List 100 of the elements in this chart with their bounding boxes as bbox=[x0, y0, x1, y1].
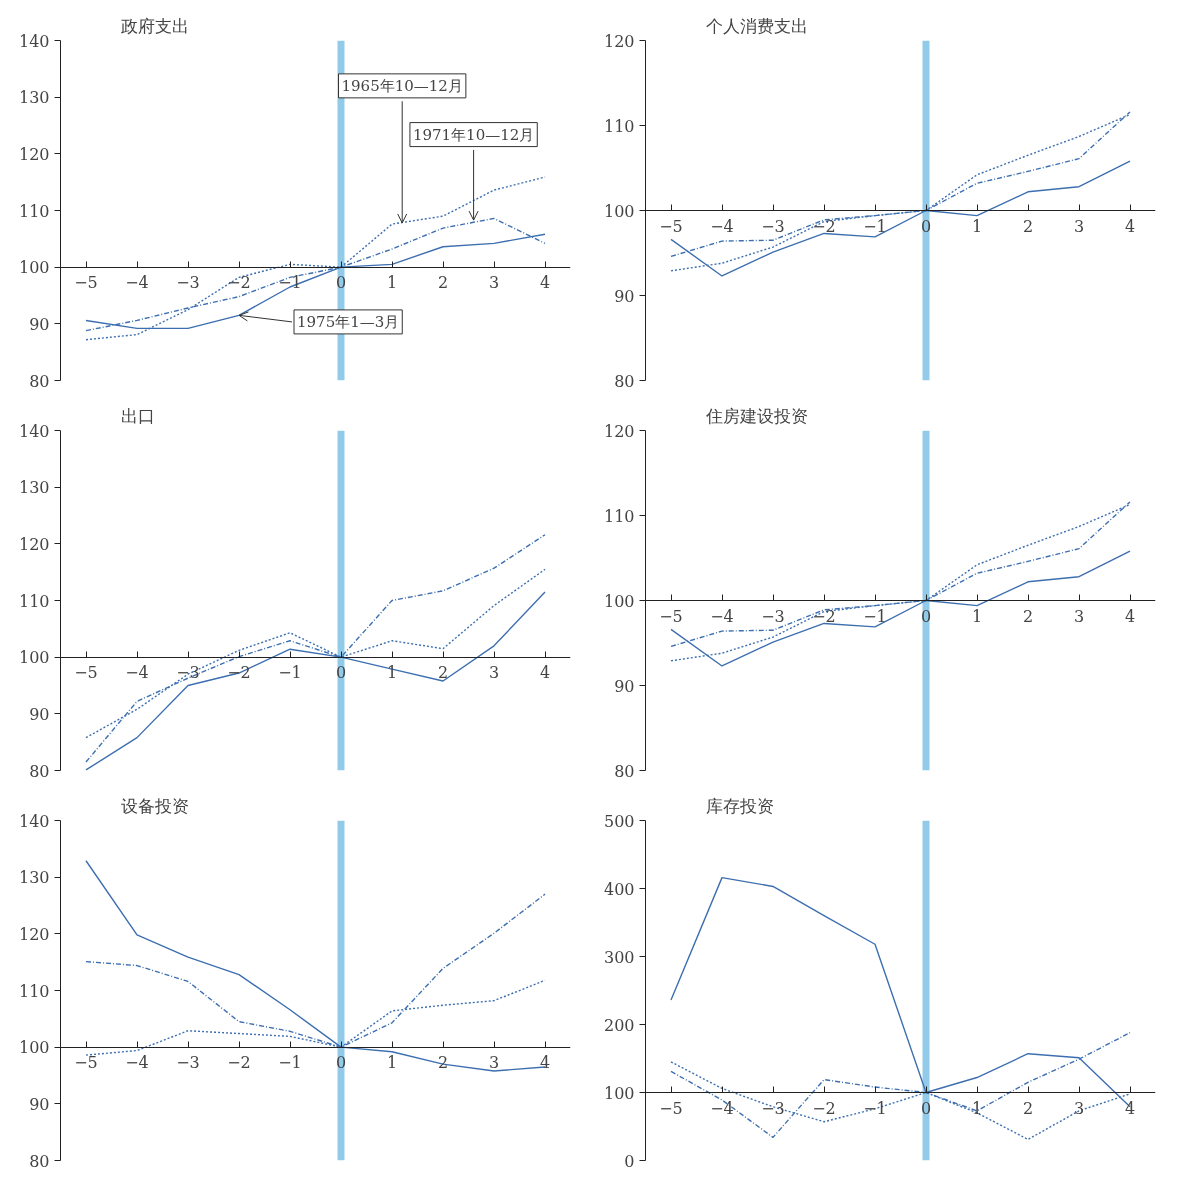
x-tick-label: 4 bbox=[1124, 1098, 1136, 1118]
x-tick-label: −4 bbox=[125, 273, 149, 293]
x-tick-label: −1 bbox=[278, 663, 302, 683]
y-tick-label: 80 bbox=[614, 371, 635, 391]
chart-title: 政府支出 bbox=[120, 15, 189, 36]
x-tick-label: 4 bbox=[1124, 216, 1136, 236]
x-tick-label: −1 bbox=[863, 606, 887, 626]
x-tick-label: 1 bbox=[386, 273, 398, 293]
x-tick-label: 2 bbox=[1022, 216, 1034, 236]
annotation: 1971年10—12月 bbox=[412, 125, 535, 144]
y-tick-label: 100 bbox=[18, 1038, 50, 1058]
x-tick-label: −2 bbox=[812, 1098, 836, 1118]
y-tick-label: 90 bbox=[29, 1094, 50, 1114]
x-tick-label: 4 bbox=[539, 1053, 551, 1073]
x-tick-label: 0 bbox=[920, 606, 932, 626]
x-tick-label: −3 bbox=[761, 216, 785, 236]
x-tick-label: −5 bbox=[659, 606, 683, 626]
x-tick-label: 1 bbox=[971, 606, 983, 626]
x-tick-label: −2 bbox=[812, 606, 836, 626]
x-tick-label: −2 bbox=[227, 1053, 251, 1073]
y-tick-label: 110 bbox=[603, 506, 635, 526]
annotation: 1975年1—3月 bbox=[297, 312, 400, 331]
y-tick-label: 100 bbox=[603, 201, 635, 221]
x-tick-label: −5 bbox=[74, 663, 98, 683]
x-tick-label: 3 bbox=[1073, 1098, 1085, 1118]
y-tick-label: 110 bbox=[603, 116, 635, 136]
x-tick-label: 3 bbox=[1073, 216, 1085, 236]
x-tick-label: 3 bbox=[488, 1053, 500, 1073]
x-tick-label: 3 bbox=[488, 273, 500, 293]
y-tick-label: 130 bbox=[18, 88, 50, 108]
x-tick-label: −1 bbox=[278, 1053, 302, 1073]
x-tick-label: 4 bbox=[539, 273, 551, 293]
y-tick-label: 110 bbox=[18, 981, 50, 1001]
y-tick-label: 110 bbox=[18, 201, 50, 221]
y-tick-label: 100 bbox=[603, 1083, 635, 1103]
x-tick-label: 0 bbox=[335, 1053, 347, 1073]
y-tick-label: 90 bbox=[29, 704, 50, 724]
x-tick-label: 1 bbox=[386, 1053, 398, 1073]
y-tick-label: 80 bbox=[29, 1151, 50, 1171]
x-tick-label: −4 bbox=[710, 606, 734, 626]
x-tick-label: −2 bbox=[227, 273, 251, 293]
annotation: 1965年10—12月 bbox=[341, 76, 463, 95]
x-tick-label: −4 bbox=[710, 216, 734, 236]
y-tick-label: 100 bbox=[18, 258, 50, 278]
y-tick-label: 400 bbox=[603, 879, 635, 899]
x-tick-label: −3 bbox=[176, 273, 200, 293]
x-tick-label: 2 bbox=[437, 273, 449, 293]
x-tick-label: −3 bbox=[176, 1053, 200, 1073]
x-tick-label: −2 bbox=[812, 216, 836, 236]
x-tick-label: 1 bbox=[971, 216, 983, 236]
x-tick-label: −5 bbox=[74, 273, 98, 293]
y-tick-label: 80 bbox=[614, 761, 635, 781]
x-tick-label: 0 bbox=[920, 216, 932, 236]
y-tick-label: 120 bbox=[18, 144, 50, 164]
y-tick-label: 110 bbox=[18, 591, 50, 611]
y-tick-label: 500 bbox=[603, 811, 635, 831]
x-tick-label: 2 bbox=[1022, 1098, 1034, 1118]
y-tick-label: 140 bbox=[18, 31, 50, 51]
y-tick-label: 80 bbox=[29, 761, 50, 781]
y-tick-label: 0 bbox=[624, 1151, 635, 1171]
x-tick-label: 4 bbox=[539, 663, 551, 683]
y-tick-label: 130 bbox=[18, 478, 50, 498]
x-tick-label: 3 bbox=[1073, 606, 1085, 626]
chart-title: 个人消费支出 bbox=[705, 15, 808, 36]
x-tick-label: −5 bbox=[74, 1053, 98, 1073]
chart-title: 库存投资 bbox=[705, 795, 774, 816]
y-tick-label: 140 bbox=[18, 811, 50, 831]
y-tick-label: 80 bbox=[29, 371, 50, 391]
chart-title: 设备投资 bbox=[120, 795, 189, 816]
x-tick-label: −1 bbox=[863, 1098, 887, 1118]
x-tick-label: −3 bbox=[761, 606, 785, 626]
y-tick-label: 90 bbox=[614, 286, 635, 306]
y-tick-label: 120 bbox=[18, 534, 50, 554]
x-tick-label: 2 bbox=[437, 663, 449, 683]
x-tick-label: 0 bbox=[335, 273, 347, 293]
y-tick-label: 120 bbox=[18, 924, 50, 944]
y-tick-label: 300 bbox=[603, 947, 635, 967]
x-tick-label: −4 bbox=[125, 663, 149, 683]
y-tick-label: 200 bbox=[603, 1015, 635, 1035]
x-tick-label: −4 bbox=[710, 1098, 734, 1118]
x-tick-label: −3 bbox=[761, 1098, 785, 1118]
y-tick-label: 100 bbox=[18, 648, 50, 668]
y-tick-label: 120 bbox=[603, 421, 635, 441]
x-tick-label: −5 bbox=[659, 1098, 683, 1118]
chart-title: 住房建设投资 bbox=[704, 405, 808, 426]
y-tick-label: 140 bbox=[18, 421, 50, 441]
y-tick-label: 120 bbox=[603, 31, 635, 51]
chart-title: 出口 bbox=[120, 405, 155, 426]
y-tick-label: 100 bbox=[603, 591, 635, 611]
x-tick-label: 0 bbox=[920, 1098, 932, 1118]
y-tick-label: 90 bbox=[29, 314, 50, 334]
x-tick-label: −3 bbox=[176, 663, 200, 683]
x-tick-label: 3 bbox=[488, 663, 500, 683]
x-tick-label: 4 bbox=[1124, 606, 1136, 626]
y-tick-label: 90 bbox=[614, 676, 635, 696]
x-tick-label: 2 bbox=[1022, 606, 1034, 626]
x-tick-label: −5 bbox=[659, 216, 683, 236]
x-tick-label: −1 bbox=[863, 216, 887, 236]
x-tick-label: −4 bbox=[125, 1053, 149, 1073]
y-tick-label: 130 bbox=[18, 868, 50, 888]
